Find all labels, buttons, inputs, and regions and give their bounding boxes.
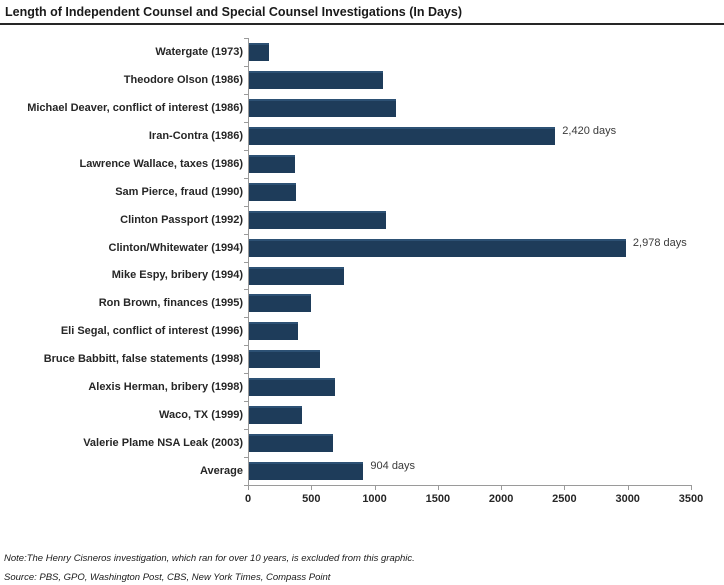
plot-area: 2,420 days 2,978 days 904 days xyxy=(248,38,692,486)
x-axis-tick-label: 2500 xyxy=(552,493,577,505)
category-label: Lawrence Wallace, taxes (1986) xyxy=(79,157,243,170)
x-axis-tick-label: 1000 xyxy=(362,493,387,505)
bar-row xyxy=(249,345,692,373)
bar xyxy=(249,462,364,481)
bar xyxy=(249,154,296,173)
category-label: Clinton/Whitewater (1994) xyxy=(108,241,243,254)
bar-row xyxy=(249,429,692,457)
bar-row: 2,978 days xyxy=(249,234,692,262)
bar-row xyxy=(249,206,692,234)
bar-row xyxy=(249,94,692,122)
x-axis-tick xyxy=(437,486,439,490)
y-axis-tick xyxy=(244,289,248,291)
x-axis-tick xyxy=(374,486,376,490)
x-axis-tick-label: 1500 xyxy=(425,493,451,505)
y-axis-tick xyxy=(244,121,248,123)
source-line: Source: PBS, GPO, Washington Post, CBS, … xyxy=(4,572,331,583)
category-label: Ron Brown, finances (1995) xyxy=(98,297,243,310)
bar xyxy=(249,322,298,341)
footnote: Note:The Henry Cisneros investigation, w… xyxy=(4,553,415,564)
x-axis-tick xyxy=(627,486,629,490)
category-label: Theodore Olson (1986) xyxy=(123,73,243,86)
category-label: Valerie Plame NSA Leak (2003) xyxy=(83,437,243,450)
x-axis-tick-label: 2000 xyxy=(488,493,514,505)
x-axis-tick-label: 3000 xyxy=(615,493,640,505)
bar xyxy=(249,266,344,285)
y-axis-tick xyxy=(244,457,248,459)
bar xyxy=(249,434,333,453)
bar-value-label: 2,978 days xyxy=(632,236,687,249)
y-axis-tick xyxy=(244,401,248,403)
x-axis-tick xyxy=(564,486,566,490)
bar-row xyxy=(249,38,692,66)
y-axis-tick xyxy=(244,485,248,486)
bar-value-label: 2,420 days xyxy=(562,124,617,137)
bar-row xyxy=(249,401,692,429)
y-axis-tick xyxy=(244,65,248,67)
y-axis-tick xyxy=(244,205,248,207)
bar-row xyxy=(249,317,692,345)
x-axis-tick xyxy=(501,486,503,490)
chart-title: Length of Independent Counsel and Specia… xyxy=(5,5,462,19)
bar-row xyxy=(249,150,692,178)
bar-value-label: 904 days xyxy=(370,460,416,473)
bar-row: 2,420 days xyxy=(249,122,692,150)
x-axis-tick xyxy=(248,486,249,490)
y-axis-tick xyxy=(244,373,248,375)
bar xyxy=(249,182,296,201)
category-label: Alexis Herman, bribery (1998) xyxy=(88,381,243,394)
category-label: Michael Deaver, conflict of interest (19… xyxy=(27,101,243,114)
y-axis-tick xyxy=(244,429,248,431)
y-axis-tick xyxy=(244,177,248,179)
bar-row xyxy=(249,66,692,94)
y-axis-tick xyxy=(244,345,248,347)
bar xyxy=(249,238,626,257)
bar xyxy=(249,294,312,313)
category-label: Bruce Babbitt, false statements (1998) xyxy=(43,353,243,366)
y-axis-tick xyxy=(244,317,248,319)
category-label: Iran-Contra (1986) xyxy=(148,129,243,142)
y-axis-tick xyxy=(244,233,248,235)
category-label: Mike Espy, bribery (1994) xyxy=(111,269,243,282)
category-label: Clinton Passport (1992) xyxy=(120,213,243,226)
category-label: Average xyxy=(199,465,243,478)
category-label: Eli Segal, conflict of interest (1996) xyxy=(60,325,243,338)
x-axis-tick-label: 500 xyxy=(302,493,321,505)
y-axis-tick xyxy=(244,149,248,151)
title-underline xyxy=(0,23,724,25)
y-axis-tick xyxy=(244,261,248,263)
x-axis-tick xyxy=(311,486,313,490)
bar-row xyxy=(249,178,692,206)
x-axis-tick xyxy=(691,486,692,490)
bar xyxy=(249,378,336,397)
bar-row xyxy=(249,373,692,401)
category-axis-labels: Watergate (1973) Theodore Olson (1986) Mic… xyxy=(0,38,243,485)
category-label: Sam Pierce, fraud (1990) xyxy=(115,185,243,198)
bar xyxy=(249,406,303,425)
x-axis-tick-label: 0 xyxy=(244,493,252,505)
category-label: Watergate (1973) xyxy=(155,45,243,58)
bar xyxy=(249,43,270,61)
bar xyxy=(249,126,556,145)
bar xyxy=(249,70,383,89)
bar-row: 904 days xyxy=(249,457,692,485)
y-axis-tick xyxy=(244,38,248,39)
x-axis-tick-label: 3500 xyxy=(678,493,704,505)
bar xyxy=(249,210,386,229)
bar xyxy=(249,98,397,117)
bar-row xyxy=(249,262,692,290)
bar-row xyxy=(249,289,692,317)
bar xyxy=(249,350,320,369)
y-axis-tick xyxy=(244,93,248,95)
category-label: Waco, TX (1999) xyxy=(159,409,243,422)
